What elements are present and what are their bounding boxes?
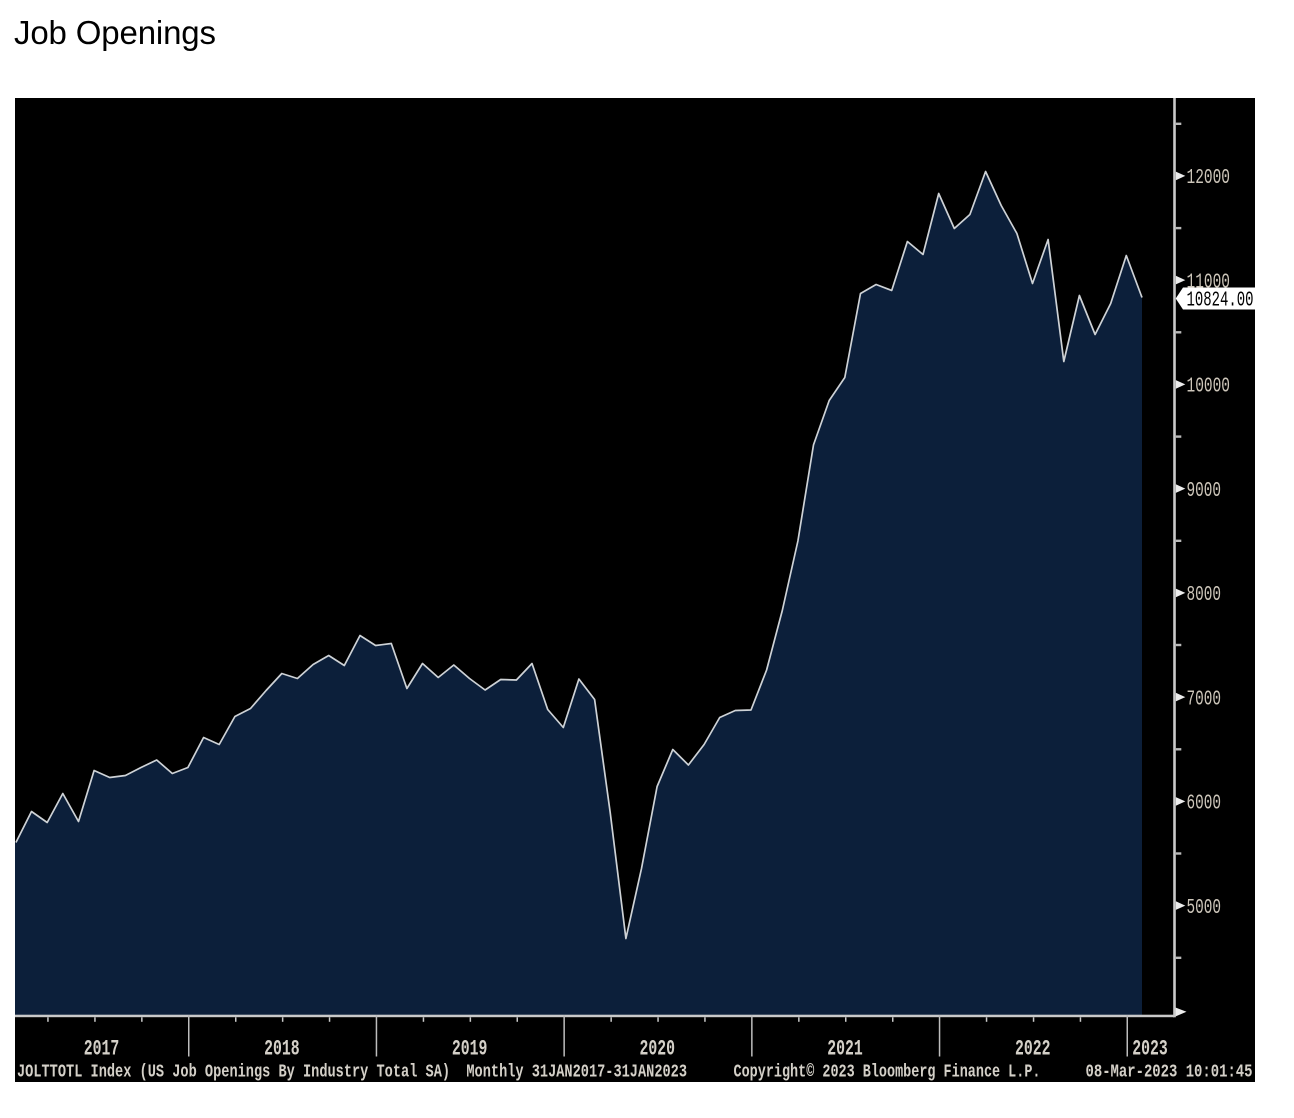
- svg-text:10824.00: 10824.00: [1187, 289, 1254, 312]
- svg-text:2018: 2018: [264, 1036, 300, 1061]
- svg-text:2021: 2021: [827, 1036, 863, 1061]
- svg-text:JOLTTOTL Index (US Job Opening: JOLTTOTL Index (US Job Openings By Indus…: [17, 1062, 687, 1082]
- svg-text:2017: 2017: [84, 1036, 120, 1061]
- svg-text:2019: 2019: [452, 1036, 488, 1061]
- svg-text:7000: 7000: [1187, 688, 1222, 711]
- svg-text:2023: 2023: [1132, 1036, 1168, 1061]
- svg-text:08-Mar-2023 10:01:45: 08-Mar-2023 10:01:45: [1086, 1062, 1253, 1082]
- svg-text:8000: 8000: [1187, 584, 1222, 607]
- svg-text:Copyright© 2023 Bloomberg Fina: Copyright© 2023 Bloomberg Finance L.P.: [734, 1062, 1041, 1082]
- svg-text:10000: 10000: [1187, 375, 1231, 398]
- svg-text:6000: 6000: [1187, 792, 1222, 815]
- svg-text:2022: 2022: [1015, 1036, 1051, 1061]
- svg-text:5000: 5000: [1187, 896, 1222, 919]
- svg-text:2020: 2020: [640, 1036, 676, 1061]
- svg-text:9000: 9000: [1187, 479, 1222, 502]
- svg-text:12000: 12000: [1187, 167, 1231, 190]
